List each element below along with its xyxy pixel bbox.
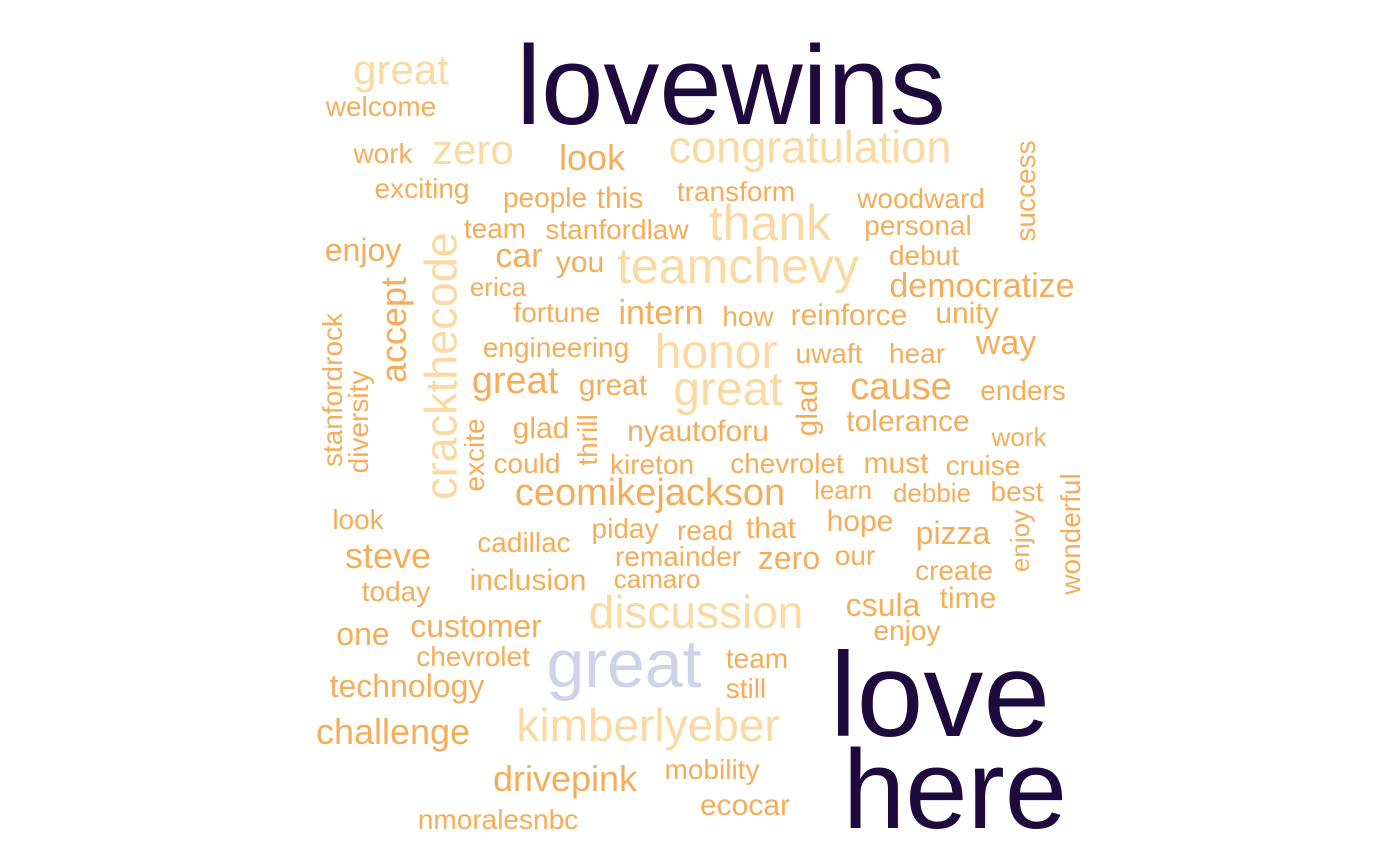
word: diversity bbox=[343, 370, 374, 474]
word: enjoy bbox=[1005, 509, 1035, 573]
word: ecocar bbox=[699, 789, 791, 822]
word: honor bbox=[654, 326, 778, 379]
word: excite bbox=[459, 418, 490, 492]
word: that bbox=[745, 512, 797, 545]
word: democratize bbox=[889, 267, 1075, 305]
word: ceomikejackson bbox=[514, 472, 786, 514]
word: way bbox=[975, 324, 1037, 362]
word: nyautoforu bbox=[627, 415, 769, 448]
word: unity bbox=[935, 297, 999, 330]
word: erica bbox=[469, 272, 527, 302]
word: camaro bbox=[613, 564, 701, 594]
word: glad bbox=[791, 379, 824, 437]
word: customer bbox=[410, 608, 542, 644]
word: transform bbox=[676, 176, 796, 207]
word: zero bbox=[432, 126, 514, 173]
word: team bbox=[725, 643, 789, 674]
word: could bbox=[493, 448, 561, 479]
word: chevrolet bbox=[416, 641, 530, 672]
word: success bbox=[1010, 140, 1041, 242]
word: congratulation bbox=[668, 121, 952, 173]
word: thank bbox=[708, 195, 832, 251]
word: great bbox=[353, 46, 449, 93]
word: remainder bbox=[614, 541, 742, 572]
word: people bbox=[502, 182, 588, 213]
word: still bbox=[725, 673, 767, 704]
word: great bbox=[578, 369, 648, 402]
word: nmoralesnbc bbox=[417, 804, 579, 835]
word: hope bbox=[826, 505, 894, 538]
word: work bbox=[991, 422, 1047, 452]
word: work bbox=[353, 138, 413, 169]
word: debut bbox=[888, 240, 960, 271]
word: great bbox=[546, 626, 702, 702]
word: car bbox=[495, 237, 543, 275]
word: lovewins bbox=[516, 23, 946, 148]
word: zero bbox=[757, 540, 821, 576]
word: engineering bbox=[482, 332, 630, 363]
word: challenge bbox=[315, 711, 471, 752]
word: piday bbox=[591, 513, 659, 544]
word: time bbox=[939, 582, 997, 615]
word: great bbox=[471, 360, 559, 402]
word: today bbox=[361, 576, 431, 607]
word: teamchevy bbox=[617, 238, 859, 294]
word: must bbox=[863, 447, 929, 480]
word: great bbox=[673, 363, 783, 416]
word: inclusion bbox=[469, 564, 587, 597]
word: love bbox=[829, 628, 1051, 762]
word: glad bbox=[512, 412, 570, 445]
word: woodward bbox=[857, 183, 985, 214]
word: chevrolet bbox=[730, 448, 844, 479]
word: accept bbox=[373, 276, 414, 384]
word: drivepink bbox=[492, 758, 638, 799]
word: hear bbox=[888, 338, 946, 369]
word: here bbox=[842, 727, 1068, 852]
word: enders bbox=[980, 375, 1066, 406]
word: you bbox=[555, 246, 605, 279]
word: uwaft bbox=[795, 338, 863, 369]
word: thrill bbox=[572, 414, 603, 466]
word: kimberlyeber bbox=[516, 699, 780, 751]
word: steve bbox=[344, 535, 432, 576]
word: enjoy bbox=[873, 615, 941, 646]
word: stanfordlaw bbox=[545, 214, 689, 245]
word: team bbox=[463, 213, 527, 244]
word: technology bbox=[329, 668, 485, 704]
word: kireton bbox=[609, 449, 695, 480]
word: look bbox=[558, 137, 626, 178]
word: welcome bbox=[325, 91, 437, 122]
word: tolerance bbox=[846, 405, 970, 438]
word: wonderful bbox=[1055, 473, 1086, 595]
word: personal bbox=[864, 210, 972, 241]
word: this bbox=[596, 182, 644, 215]
word: how bbox=[722, 301, 774, 332]
word: our bbox=[834, 540, 876, 571]
word: crackthecode bbox=[415, 232, 467, 500]
word: best bbox=[990, 476, 1044, 507]
word: mobility bbox=[664, 754, 760, 785]
word: discussion bbox=[588, 586, 804, 638]
word: debbie bbox=[892, 478, 972, 508]
word: one bbox=[336, 616, 390, 652]
word: cadillac bbox=[477, 527, 571, 558]
word: learn bbox=[814, 475, 872, 505]
word: cruise bbox=[945, 450, 1021, 481]
word: intern bbox=[618, 294, 704, 332]
word: reinforce bbox=[790, 299, 908, 332]
word: read bbox=[676, 515, 734, 546]
word: enjoy bbox=[324, 232, 402, 268]
word: look bbox=[332, 504, 384, 535]
word: cause bbox=[850, 366, 952, 408]
word: exciting bbox=[374, 173, 470, 204]
word: fortune bbox=[513, 297, 601, 328]
word: csula bbox=[845, 587, 921, 623]
word: pizza bbox=[915, 515, 991, 551]
word: create bbox=[915, 555, 993, 586]
